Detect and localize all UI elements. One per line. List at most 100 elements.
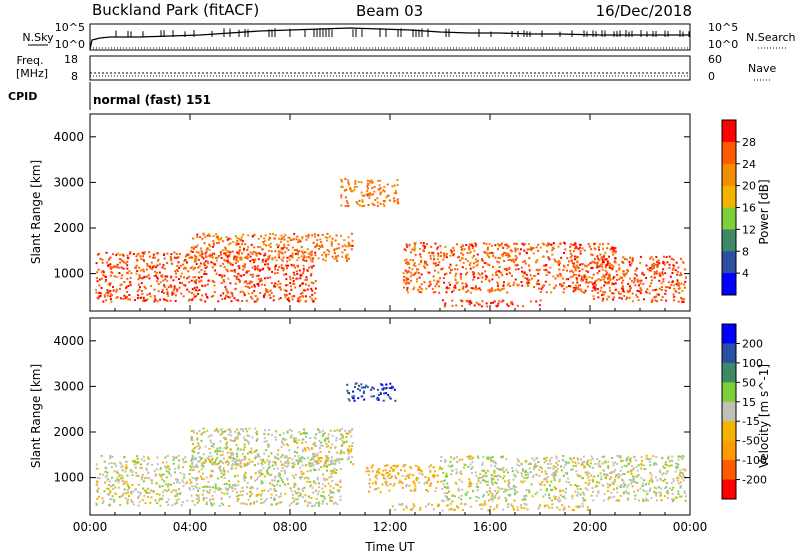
echo-cell — [226, 446, 229, 449]
echo-cell — [571, 281, 574, 284]
echo-cell — [307, 501, 310, 504]
echo-cell — [664, 292, 667, 295]
echo-cell — [490, 477, 493, 479]
echo-cell — [335, 469, 338, 471]
echo-cell — [662, 260, 665, 263]
echo-cell — [329, 491, 332, 494]
echo-cell — [348, 445, 351, 448]
echo-cell — [540, 467, 543, 470]
echo-cell — [392, 464, 395, 467]
echo-cell — [280, 445, 283, 448]
echo-cell — [396, 200, 399, 203]
echo-cell — [569, 270, 572, 273]
echo-cell — [423, 247, 426, 250]
echo-cell — [202, 465, 205, 468]
echo-cell — [318, 447, 321, 450]
echo-cell — [264, 252, 267, 255]
echo-cell — [262, 501, 265, 504]
echo-cell — [340, 194, 343, 197]
echo-cell — [569, 246, 572, 248]
echo-cell — [361, 200, 364, 203]
echo-cell — [106, 471, 109, 474]
echo-cell — [626, 269, 629, 271]
echo-cell — [592, 490, 594, 493]
echo-cell — [501, 274, 504, 277]
echo-cell — [377, 487, 380, 490]
echo-cell — [658, 262, 661, 265]
echo-cell — [676, 273, 679, 276]
echo-cell — [200, 439, 203, 442]
echo-cell — [228, 495, 231, 498]
echo-cell — [633, 279, 636, 282]
echo-cell — [401, 474, 404, 477]
echo-cell — [537, 461, 540, 464]
echo-cell — [314, 489, 317, 492]
echo-cell — [291, 254, 294, 257]
echo-cell — [683, 298, 685, 301]
echo-cell — [149, 501, 152, 504]
echo-cell — [548, 258, 551, 261]
echo-cell — [500, 271, 503, 274]
echo-cell — [456, 268, 459, 271]
echo-cell — [273, 497, 276, 500]
echo-cell — [431, 287, 434, 290]
echo-cell — [662, 466, 665, 469]
echo-cell — [666, 286, 669, 289]
echo-cell — [625, 298, 628, 301]
echo-cell — [362, 392, 365, 394]
echo-cell — [535, 283, 538, 286]
echo-cell — [138, 266, 141, 269]
echo-cell — [278, 244, 280, 247]
echo-cell — [597, 296, 600, 299]
echo-cell — [437, 504, 440, 507]
echo-cell — [289, 282, 292, 284]
echo-cell — [126, 256, 129, 259]
echo-cell — [296, 235, 299, 238]
echo-cell — [246, 282, 249, 285]
echo-cell — [223, 446, 226, 449]
echo-cell — [110, 300, 113, 303]
echo-cell — [411, 268, 414, 271]
echo-cell — [287, 249, 290, 252]
echo-cell — [432, 262, 435, 265]
echo-cell — [126, 267, 129, 270]
echo-cell — [661, 273, 664, 276]
echo-cell — [594, 248, 597, 251]
echo-cell — [280, 492, 283, 495]
echo-cell — [564, 242, 566, 245]
echo-cell — [428, 478, 430, 481]
echo-cell — [523, 260, 526, 263]
echo-cell — [200, 279, 203, 282]
echo-cell — [349, 450, 352, 453]
echo-cell — [333, 430, 336, 432]
echo-cell — [431, 503, 434, 506]
echo-cell — [130, 272, 133, 275]
echo-cell — [206, 247, 209, 250]
echo-cell — [553, 479, 556, 482]
echo-cell — [541, 285, 544, 287]
echo-cell — [333, 470, 336, 473]
echo-cell — [345, 255, 348, 257]
echo-cell — [294, 266, 297, 269]
time-axis-label: Time UT — [364, 540, 415, 554]
echo-cell — [651, 267, 654, 270]
echo-cell — [187, 299, 190, 302]
echo-cell — [321, 435, 324, 437]
echo-cell — [260, 493, 263, 496]
echo-cell — [222, 503, 225, 506]
echo-cell — [508, 268, 511, 270]
echo-cell — [247, 441, 250, 443]
echo-cell — [250, 486, 253, 488]
echo-cell — [338, 488, 341, 491]
echo-cell — [200, 468, 203, 471]
echo-cell — [313, 481, 316, 484]
echo-cell — [249, 251, 252, 254]
echo-cell — [639, 290, 642, 293]
echo-cell — [106, 474, 109, 477]
echo-cell — [492, 478, 495, 481]
echo-cell — [669, 459, 672, 462]
echo-cell — [241, 428, 244, 431]
echo-cell — [397, 473, 400, 476]
echo-cell — [503, 475, 506, 478]
echo-cell — [593, 298, 595, 300]
